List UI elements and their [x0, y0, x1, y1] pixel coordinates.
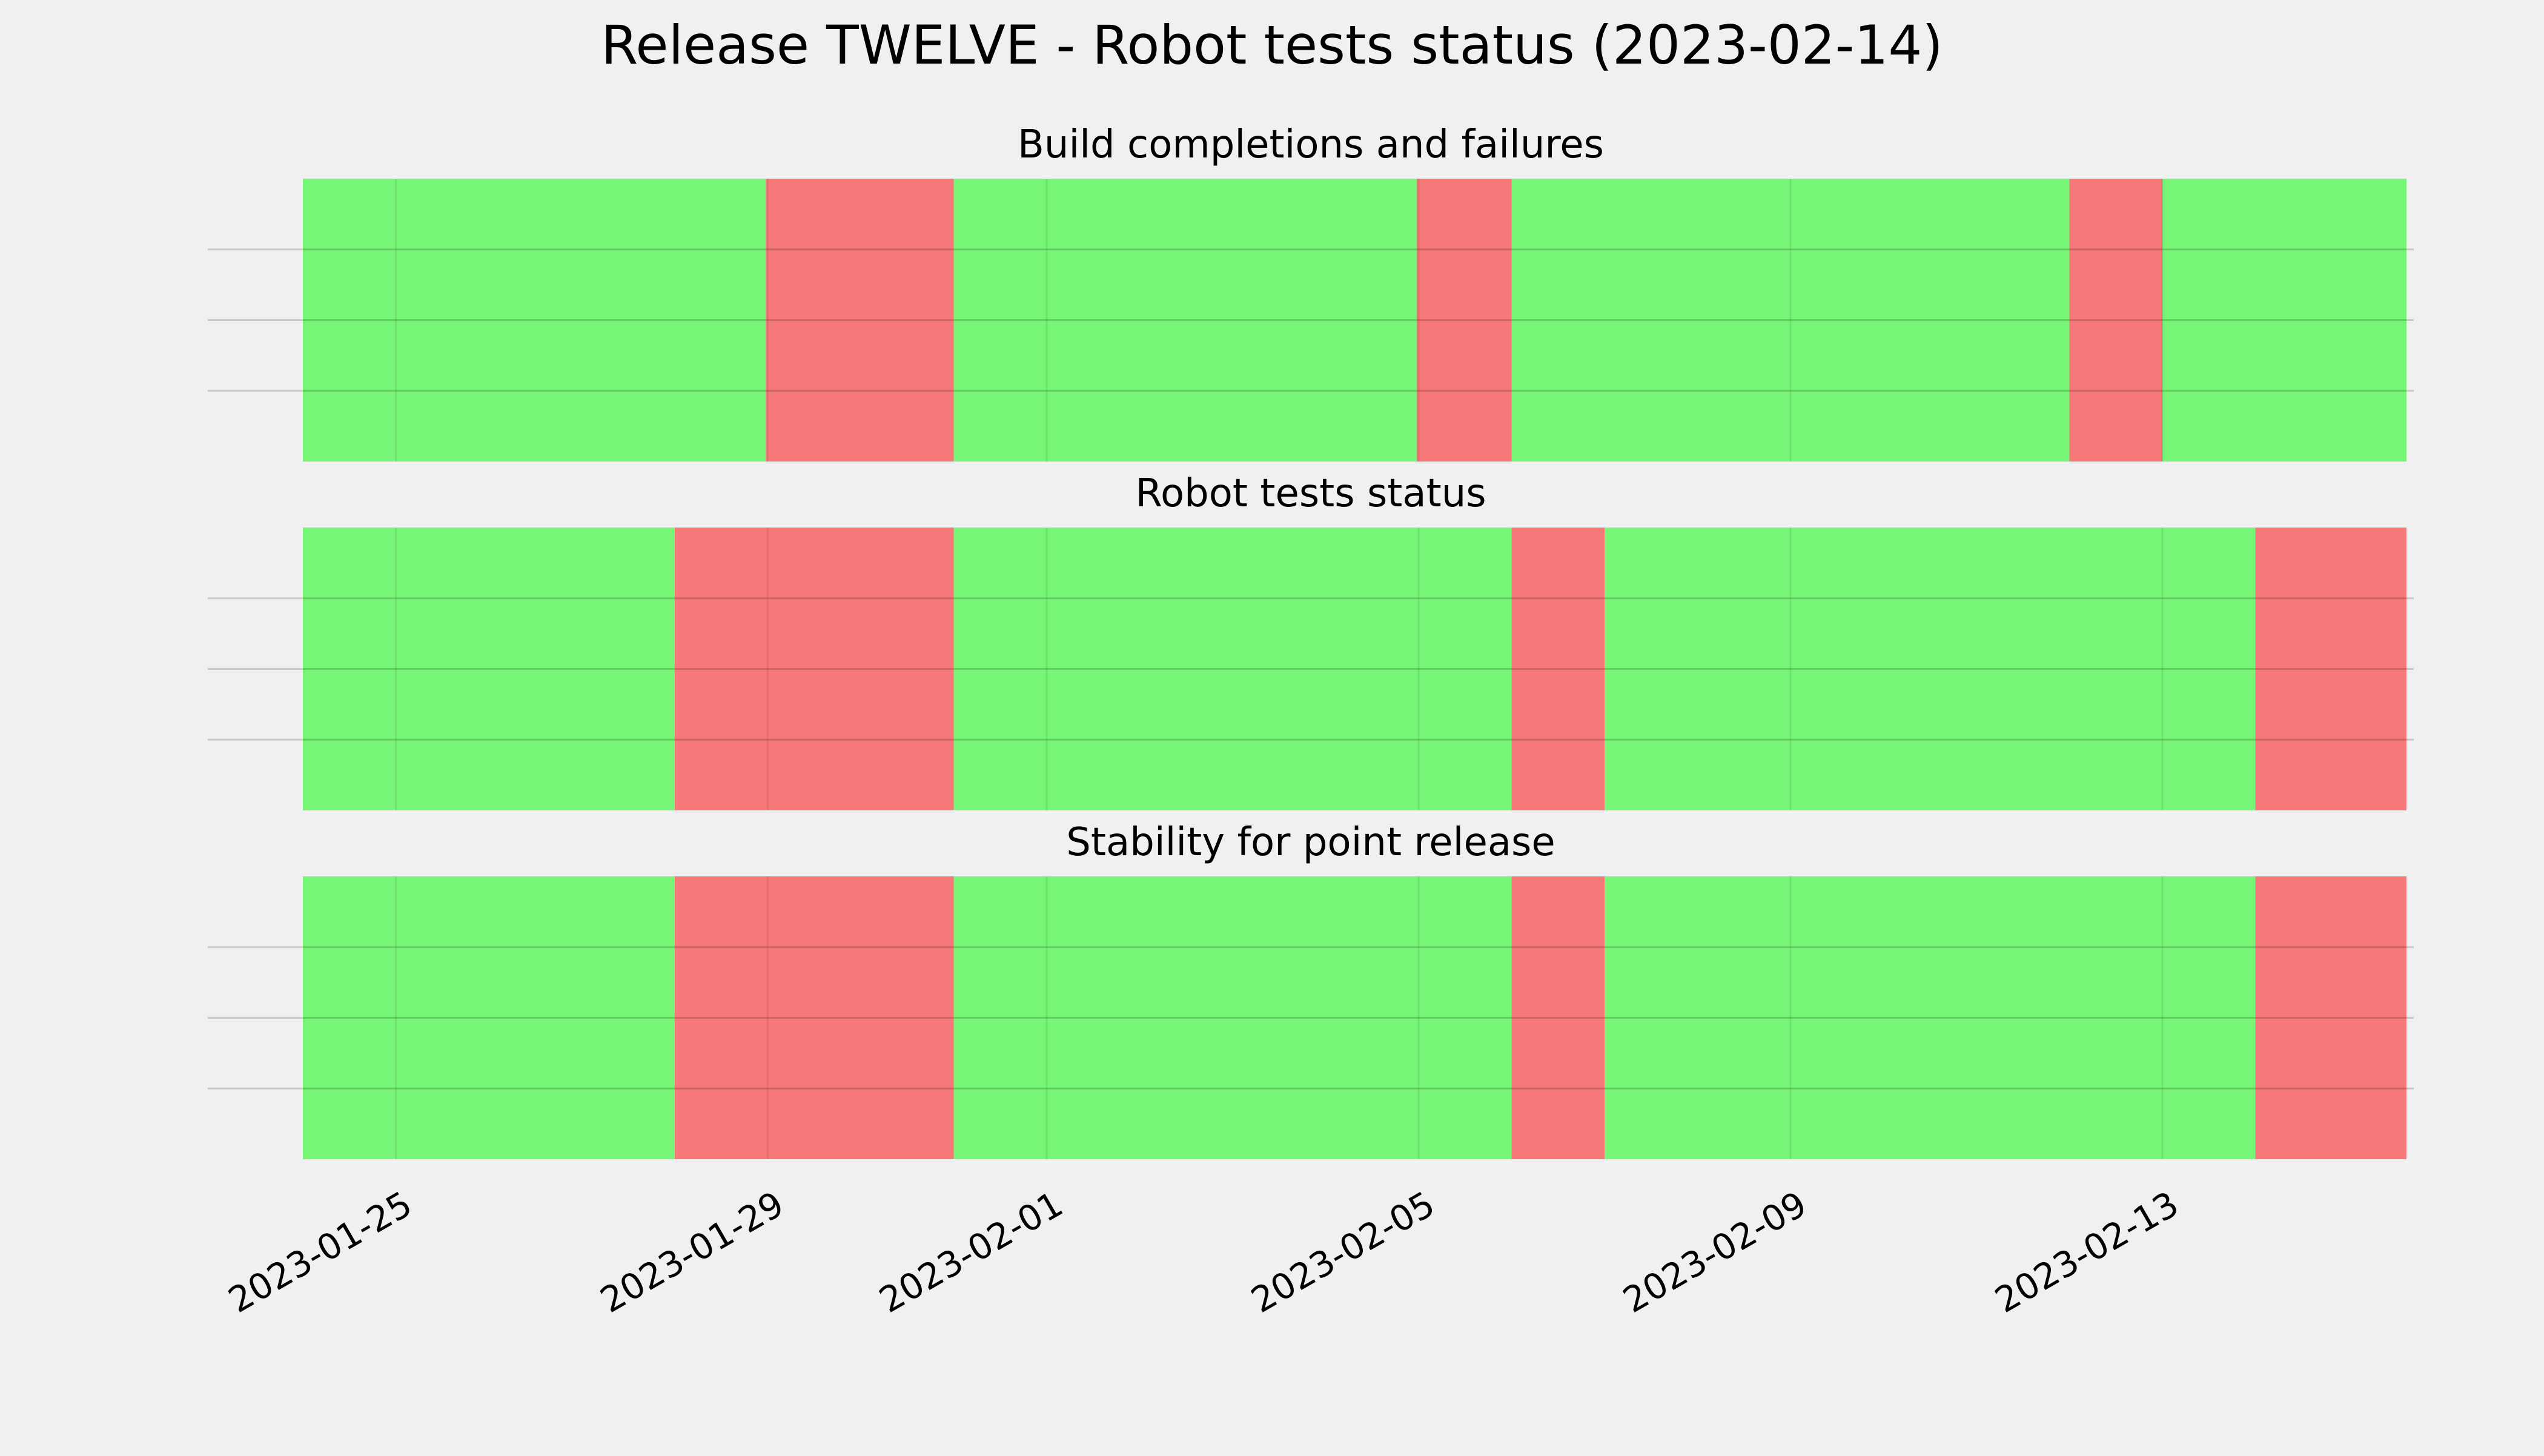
chart-title: Release TWELVE - Robot tests status (202…: [601, 14, 1943, 76]
x-tick-label: 2023-02-13: [1988, 1183, 2185, 1321]
status-segment-pass: [1511, 179, 2070, 462]
status-segment-pass: [2162, 179, 2407, 462]
panel-title: Build completions and failures: [1018, 122, 1604, 167]
panel-2: Robot tests status: [208, 471, 2414, 810]
status-segment-fail: [2255, 528, 2407, 810]
status-segment-fail: [2255, 876, 2407, 1159]
panel-1: Build completions and failures: [208, 122, 2414, 462]
status-segment-fail: [766, 179, 954, 462]
panels-layer: Build completions and failures Robot test…: [208, 122, 2414, 1159]
status-segment-fail: [1511, 876, 1605, 1159]
status-segment-fail: [675, 528, 954, 810]
x-tick-label: 2023-01-25: [222, 1183, 419, 1321]
panel-title: Robot tests status: [1135, 471, 1486, 516]
x-axis: 2023-01-25 2023-01-29 2023-02-01 2023-02-05…: [222, 1183, 2185, 1321]
status-segment-fail: [1511, 528, 1605, 810]
status-segment-pass: [953, 876, 1512, 1159]
status-segment-pass: [1605, 876, 2256, 1159]
status-segment-fail: [1416, 179, 1512, 462]
x-tick-label: 2023-02-01: [872, 1183, 1070, 1321]
status-segment-fail: [2069, 179, 2162, 462]
x-tick-label: 2023-02-05: [1244, 1183, 1442, 1321]
status-segment-pass: [953, 179, 1417, 462]
status-segment-fail: [675, 876, 954, 1159]
status-segment-pass: [303, 179, 766, 462]
x-tick-label: 2023-02-09: [1616, 1183, 1814, 1321]
panel-3: Stability for point release: [208, 820, 2414, 1159]
status-segment-pass: [953, 528, 1512, 810]
status-segment-pass: [303, 876, 675, 1159]
x-tick-label: 2023-01-29: [594, 1183, 791, 1321]
panel-title: Stability for point release: [1066, 820, 1555, 865]
status-segment-pass: [1605, 528, 2256, 810]
status-segment-pass: [303, 528, 675, 810]
